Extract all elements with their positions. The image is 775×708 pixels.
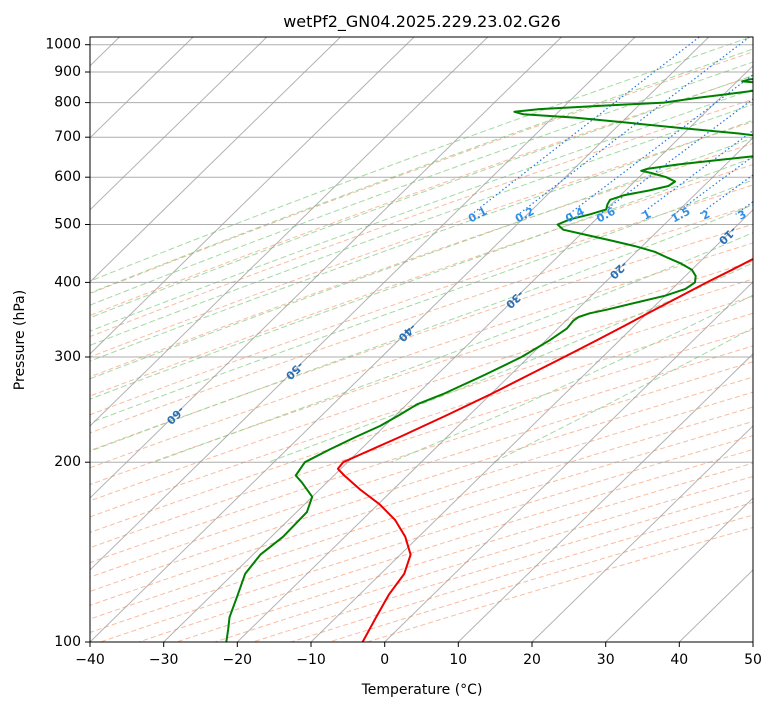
x-tick-label: 50 bbox=[744, 652, 762, 668]
dry-adiabat bbox=[100, 435, 753, 642]
mixing-ratio-line bbox=[599, 98, 753, 215]
dry-adiabat bbox=[90, 223, 753, 452]
dry-adiabat bbox=[90, 406, 753, 620]
isotherm-gridline bbox=[90, 37, 341, 283]
mixing-ratio-line bbox=[471, 37, 701, 215]
mixing-ratio-label: 1.5 bbox=[669, 205, 692, 226]
isotherm-gridline bbox=[90, 37, 710, 642]
dry-adiabat bbox=[90, 75, 753, 317]
y-tick-label: 400 bbox=[54, 274, 81, 290]
mixing-ratio-label: 2 bbox=[699, 208, 712, 223]
dry-adiabat bbox=[90, 121, 753, 358]
isotherm-gridline bbox=[90, 37, 268, 211]
dry-adiabat bbox=[90, 361, 753, 578]
x-tick-label: −10 bbox=[296, 652, 326, 668]
x-tick-label: 30 bbox=[597, 652, 615, 668]
moist-adiabat bbox=[268, 262, 753, 463]
moist-adiabat bbox=[90, 119, 753, 362]
dry-adiabat bbox=[90, 163, 753, 397]
dry-adiabat bbox=[90, 204, 753, 434]
mixing-ratio-line bbox=[568, 73, 753, 215]
x-axis-label: Temperature (°C) bbox=[361, 682, 483, 698]
isotherm-gridline bbox=[605, 497, 753, 642]
isotherm-gridline bbox=[163, 65, 753, 642]
x-tick-label: 10 bbox=[449, 652, 467, 668]
dry-adiabat bbox=[90, 184, 753, 416]
dry-adiabat bbox=[90, 345, 753, 564]
dry-adiabat bbox=[90, 312, 753, 533]
y-tick-label: 300 bbox=[54, 349, 81, 365]
moist-adiabat bbox=[90, 137, 753, 380]
dry-adiabat bbox=[90, 295, 753, 518]
sounding-profiles bbox=[225, 78, 753, 642]
chart-title: wetPf2_GN04.2025.229.23.02.G26 bbox=[283, 12, 561, 32]
isotherm-gridline bbox=[531, 425, 753, 642]
x-tick-label: 0 bbox=[380, 652, 389, 668]
moist-adiabat bbox=[153, 232, 753, 463]
dry-adiabat bbox=[90, 376, 753, 592]
y-tick-label: 1000 bbox=[45, 37, 81, 53]
moist-adiabat bbox=[90, 157, 753, 400]
moist-adiabat bbox=[90, 37, 753, 282]
x-tick-label: −20 bbox=[223, 652, 253, 668]
y-tick-label: 500 bbox=[54, 217, 81, 233]
y-axis-label: Pressure (hPa) bbox=[12, 290, 28, 390]
isotherm-gridline bbox=[752, 641, 753, 642]
moist-adiabat bbox=[90, 48, 753, 294]
dewpoint-profile-line bbox=[225, 78, 753, 642]
mixing-ratio-label: 4 bbox=[763, 207, 775, 222]
y-tick-label: 600 bbox=[54, 169, 81, 185]
mixing-ratio-line bbox=[640, 129, 753, 215]
dry-adiabat bbox=[90, 98, 753, 338]
y-tick-label: 700 bbox=[54, 129, 81, 145]
x-tick-label: −30 bbox=[149, 652, 179, 668]
mixing-ratio-line bbox=[698, 174, 753, 215]
y-tick-label: 200 bbox=[54, 454, 81, 470]
mixing-ratio-line bbox=[762, 20, 775, 214]
isotherm-gridline bbox=[90, 37, 489, 427]
dry-adiabat bbox=[90, 242, 753, 469]
isotherm-gridline bbox=[90, 37, 415, 355]
moist-adiabat bbox=[90, 204, 753, 452]
moist-adiabat bbox=[390, 294, 753, 463]
isotherm-label: -70 bbox=[28, 464, 52, 487]
plot-frame bbox=[89, 36, 754, 643]
background-lines bbox=[90, 20, 775, 642]
contour-labels: -100-90-80-70-60-50-40-30-20-10010203040… bbox=[28, 205, 775, 487]
mixing-ratio-line bbox=[735, 200, 753, 215]
x-tick-label: −40 bbox=[75, 652, 105, 668]
y-tick-label: 800 bbox=[54, 95, 81, 111]
mixing-ratio-label: 0.4 bbox=[563, 205, 587, 226]
dry-adiabat bbox=[90, 260, 753, 486]
isotherm-gridline bbox=[90, 37, 636, 571]
temperature-profile-line bbox=[336, 257, 753, 642]
moist-adiabat bbox=[90, 88, 753, 332]
x-tick-label: 40 bbox=[670, 652, 688, 668]
isotherm-gridline bbox=[384, 281, 753, 642]
dry-adiabat bbox=[90, 329, 753, 549]
isotherm-gridline bbox=[310, 209, 753, 642]
dry-adiabat bbox=[328, 514, 753, 642]
y-axis-ticks: 100 200 300 400 500 600 700 800 900 1000 bbox=[45, 37, 90, 650]
mixing-ratio-label: 0.1 bbox=[466, 205, 489, 226]
dry-adiabat bbox=[90, 51, 753, 295]
mixing-ratio-label: 0.6 bbox=[594, 205, 618, 226]
isotherm-gridline bbox=[90, 37, 562, 499]
x-axis-ticks: −40 −30 −20 −10 0 10 20 30 40 50 bbox=[75, 642, 762, 668]
dry-adiabat bbox=[90, 142, 753, 378]
dry-adiabat bbox=[90, 391, 753, 606]
y-tick-label: 100 bbox=[54, 634, 81, 650]
y-tick-label: 900 bbox=[54, 64, 81, 80]
x-tick-label: 20 bbox=[523, 652, 541, 668]
dry-adiabat bbox=[90, 278, 753, 502]
mixing-ratio-label: 0.2 bbox=[513, 205, 536, 226]
mixing-ratio-label: 3 bbox=[736, 208, 749, 223]
isotherm-gridline bbox=[457, 353, 753, 642]
